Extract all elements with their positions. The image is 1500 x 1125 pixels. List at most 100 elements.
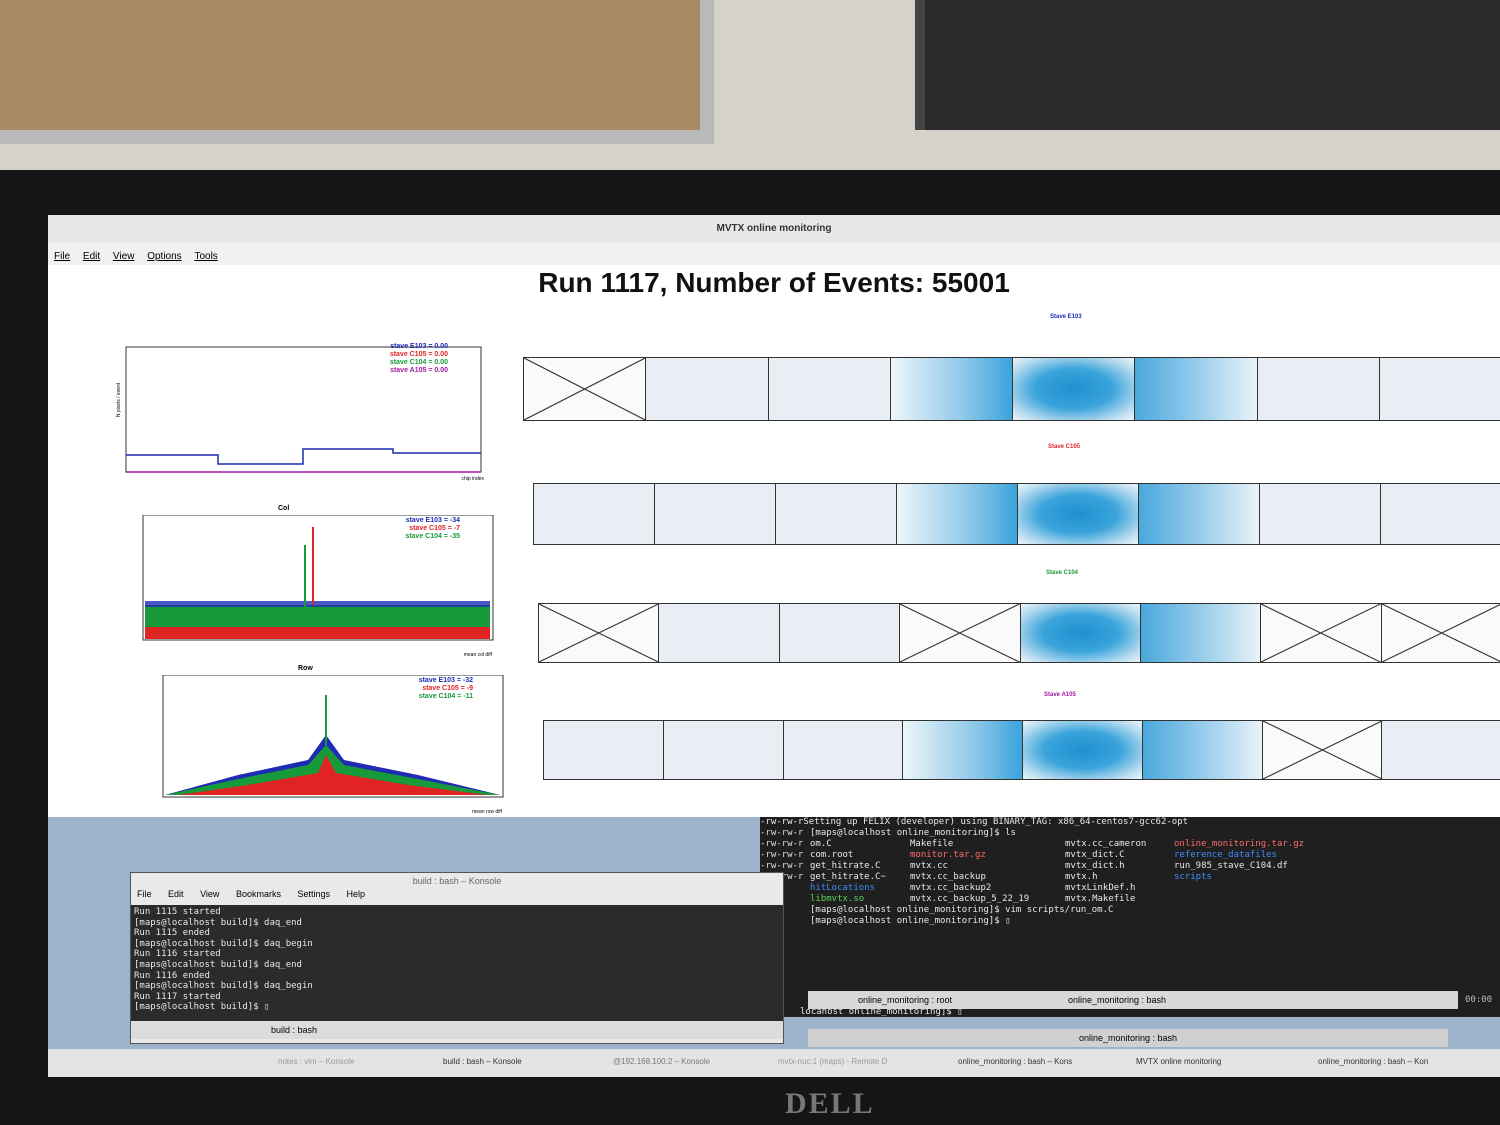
stave-c104-hitmap bbox=[538, 603, 1500, 663]
chip-empty bbox=[1261, 604, 1382, 662]
chip-empty bbox=[1262, 721, 1383, 779]
stave-title-e103: Stave E103 bbox=[1050, 314, 1082, 320]
chip-empty bbox=[900, 604, 1021, 662]
task-online-bash-2[interactable]: online_monitoring : bash – Kon bbox=[1318, 1057, 1429, 1066]
chip-empty bbox=[524, 358, 647, 420]
stave-a105-hitmap bbox=[543, 720, 1500, 780]
konsole-tab-bar: build : bash bbox=[131, 1021, 783, 1039]
chip bbox=[1142, 721, 1263, 779]
chip bbox=[903, 721, 1023, 779]
stave-title-c104: Stave C104 bbox=[1046, 570, 1079, 576]
konsole-tab-build[interactable]: build : bash bbox=[271, 1025, 318, 1035]
term-clock: 00:00 bbox=[1465, 995, 1493, 1005]
terminal-line: Run 1117 started bbox=[134, 991, 221, 1002]
chip bbox=[1018, 484, 1139, 544]
stave-e103-hitmap bbox=[523, 357, 1500, 421]
menu-options[interactable]: Options bbox=[147, 251, 182, 262]
task-mvtx-monitoring[interactable]: MVTX online monitoring bbox=[1136, 1057, 1222, 1066]
chip bbox=[783, 721, 904, 779]
menu-bar: File Edit View Options Tools bbox=[48, 243, 1500, 265]
window-title: MVTX online monitoring bbox=[48, 215, 1500, 243]
chip bbox=[776, 484, 897, 544]
konsole-menu: File Edit View Bookmarks Settings Help bbox=[131, 889, 783, 905]
legend-entry: stave C105 = -7 bbox=[409, 525, 460, 532]
konsole-menu-settings[interactable]: Settings bbox=[297, 889, 330, 899]
terminal-line: Run 1115 ended bbox=[134, 928, 210, 939]
chip bbox=[1023, 721, 1143, 779]
background-monitor bbox=[915, 0, 1500, 130]
konsole-terminal[interactable]: Run 1115 started [maps@localhost build]$… bbox=[131, 905, 783, 1021]
chip bbox=[659, 604, 780, 662]
terminal-line: [maps@localhost build]$ daq_end bbox=[134, 959, 302, 970]
task-remote-desktop[interactable]: mvtx-nuc:1 (maps) - Remote D bbox=[778, 1057, 888, 1066]
legend-entry: stave E103 = 0.00 bbox=[390, 343, 448, 350]
konsole-title: build : bash – Konsole bbox=[412, 876, 502, 886]
chip bbox=[1139, 484, 1260, 544]
terminal-line: Run 1115 started bbox=[134, 907, 221, 917]
hitrate-legend: stave E103 = 0.00 stave C105 = 0.00 stav… bbox=[390, 343, 448, 375]
root-canvas[interactable]: Run 1117, Number of Events: 55001 stave … bbox=[48, 265, 1500, 817]
chip bbox=[1379, 358, 1500, 420]
terminal-line: Run 1116 started bbox=[134, 949, 221, 960]
chip bbox=[655, 484, 776, 544]
tab-online-monitoring-bash-2[interactable]: online_monitoring : bash bbox=[808, 1029, 1448, 1047]
terminal-line: [maps@localhost build]$ daq_begin bbox=[134, 938, 313, 949]
chip bbox=[1257, 358, 1380, 420]
corkboard bbox=[0, 0, 714, 144]
term-prompt-vim: [maps@localhost online_monitoring]$ vim … bbox=[810, 905, 1114, 915]
online-monitoring-terminal[interactable]: -rw-rw-rSetting up FELIX (developer) usi… bbox=[760, 817, 1500, 1017]
tab-online-monitoring-bash[interactable]: online_monitoring : bash bbox=[1068, 995, 1167, 1005]
ls-col3: mvtx.cc_cameron mvtx_dict.C mvtx_dict.h mvt… bbox=[1065, 839, 1147, 904]
legend-entry: stave C104 = -35 bbox=[405, 533, 460, 540]
legend-entry: stave E103 = -34 bbox=[405, 517, 460, 524]
menu-view[interactable]: View bbox=[112, 251, 135, 262]
chip bbox=[768, 358, 891, 420]
run-title: Run 1117, Number of Events: 55001 bbox=[538, 267, 1010, 298]
terminal-line: Run 1116 ended bbox=[134, 970, 210, 981]
taskbar: notes : vim – Konsole build : bash – Kon… bbox=[48, 1049, 1500, 1077]
menu-tools[interactable]: Tools bbox=[194, 251, 218, 262]
stave-c105-hitmap bbox=[533, 483, 1500, 545]
hitrate-ylabel: N pixels / event bbox=[116, 382, 123, 418]
chip bbox=[1140, 604, 1262, 662]
row-xlabel: mean row diff bbox=[472, 809, 502, 815]
terminal-line: [maps@localhost build]$ daq_end bbox=[134, 917, 302, 928]
term-prompt-ls: [maps@localhost online_monitoring]$ ls bbox=[810, 828, 1016, 838]
chip bbox=[890, 358, 1013, 420]
task-remote-konsole[interactable]: @192.168.100.2 – Konsole bbox=[613, 1057, 711, 1066]
legend-entry: stave C104 = -11 bbox=[418, 693, 473, 700]
row-plot: Row stave E103 = -32 stave C105 = -9 sta… bbox=[148, 665, 508, 817]
legend-entry: stave C105 = -9 bbox=[422, 685, 473, 692]
menu-edit[interactable]: Edit bbox=[82, 251, 101, 262]
hitrate-plot: stave E103 = 0.00 stave C105 = 0.00 stav… bbox=[108, 337, 488, 482]
legend-entry: stave A105 = 0.00 bbox=[390, 367, 448, 374]
konsole-menu-edit[interactable]: Edit bbox=[168, 889, 184, 899]
desktop-lower: -rw-rw-rSetting up FELIX (developer) usi… bbox=[48, 817, 1500, 1077]
chip bbox=[1020, 604, 1141, 662]
konsole-menu-bookmarks[interactable]: Bookmarks bbox=[235, 889, 281, 899]
chip-empty bbox=[1381, 604, 1500, 662]
stave-title-a105: Stave A105 bbox=[1044, 692, 1076, 698]
term-prompt-last: [maps@localhost online_monitoring]$ ▯ bbox=[810, 916, 1011, 926]
task-build[interactable]: build : bash – Konsole bbox=[443, 1057, 522, 1066]
build-konsole-window[interactable]: build : bash – Konsole File Edit View Bo… bbox=[130, 872, 784, 1044]
screen: MVTX online monitoring File Edit View Op… bbox=[48, 215, 1500, 1077]
chip bbox=[779, 604, 901, 662]
chip bbox=[1382, 721, 1500, 779]
konsole-menu-help[interactable]: Help bbox=[346, 889, 366, 899]
chip bbox=[1260, 484, 1381, 544]
term-bottom-line: locahost online_monitoring]$ ▯ bbox=[800, 1007, 963, 1017]
col-xlabel: mean col diff bbox=[463, 652, 492, 658]
menu-file[interactable]: File bbox=[54, 251, 71, 262]
legend-entry: stave C105 = 0.00 bbox=[389, 351, 448, 358]
task-notes[interactable]: notes : vim – Konsole bbox=[278, 1057, 355, 1066]
konsole-menu-view[interactable]: View bbox=[200, 889, 220, 899]
konsole-menu-file[interactable]: File bbox=[137, 889, 152, 899]
ls-col1: om.C com.root get_hitrate.C get_hitrate.C~ h… bbox=[810, 839, 886, 904]
col-plot: Col stave E103 = -34 stave C105 = -7 sta… bbox=[128, 505, 498, 660]
col-plot-title: Col bbox=[278, 505, 290, 512]
tab-online-monitoring-root[interactable]: online_monitoring : root bbox=[858, 995, 953, 1005]
stave-title-c105: Stave C105 bbox=[1048, 444, 1081, 450]
task-online-bash[interactable]: online_monitoring : bash – Kons bbox=[958, 1057, 1073, 1066]
legend-entry: stave E103 = -32 bbox=[418, 677, 473, 684]
